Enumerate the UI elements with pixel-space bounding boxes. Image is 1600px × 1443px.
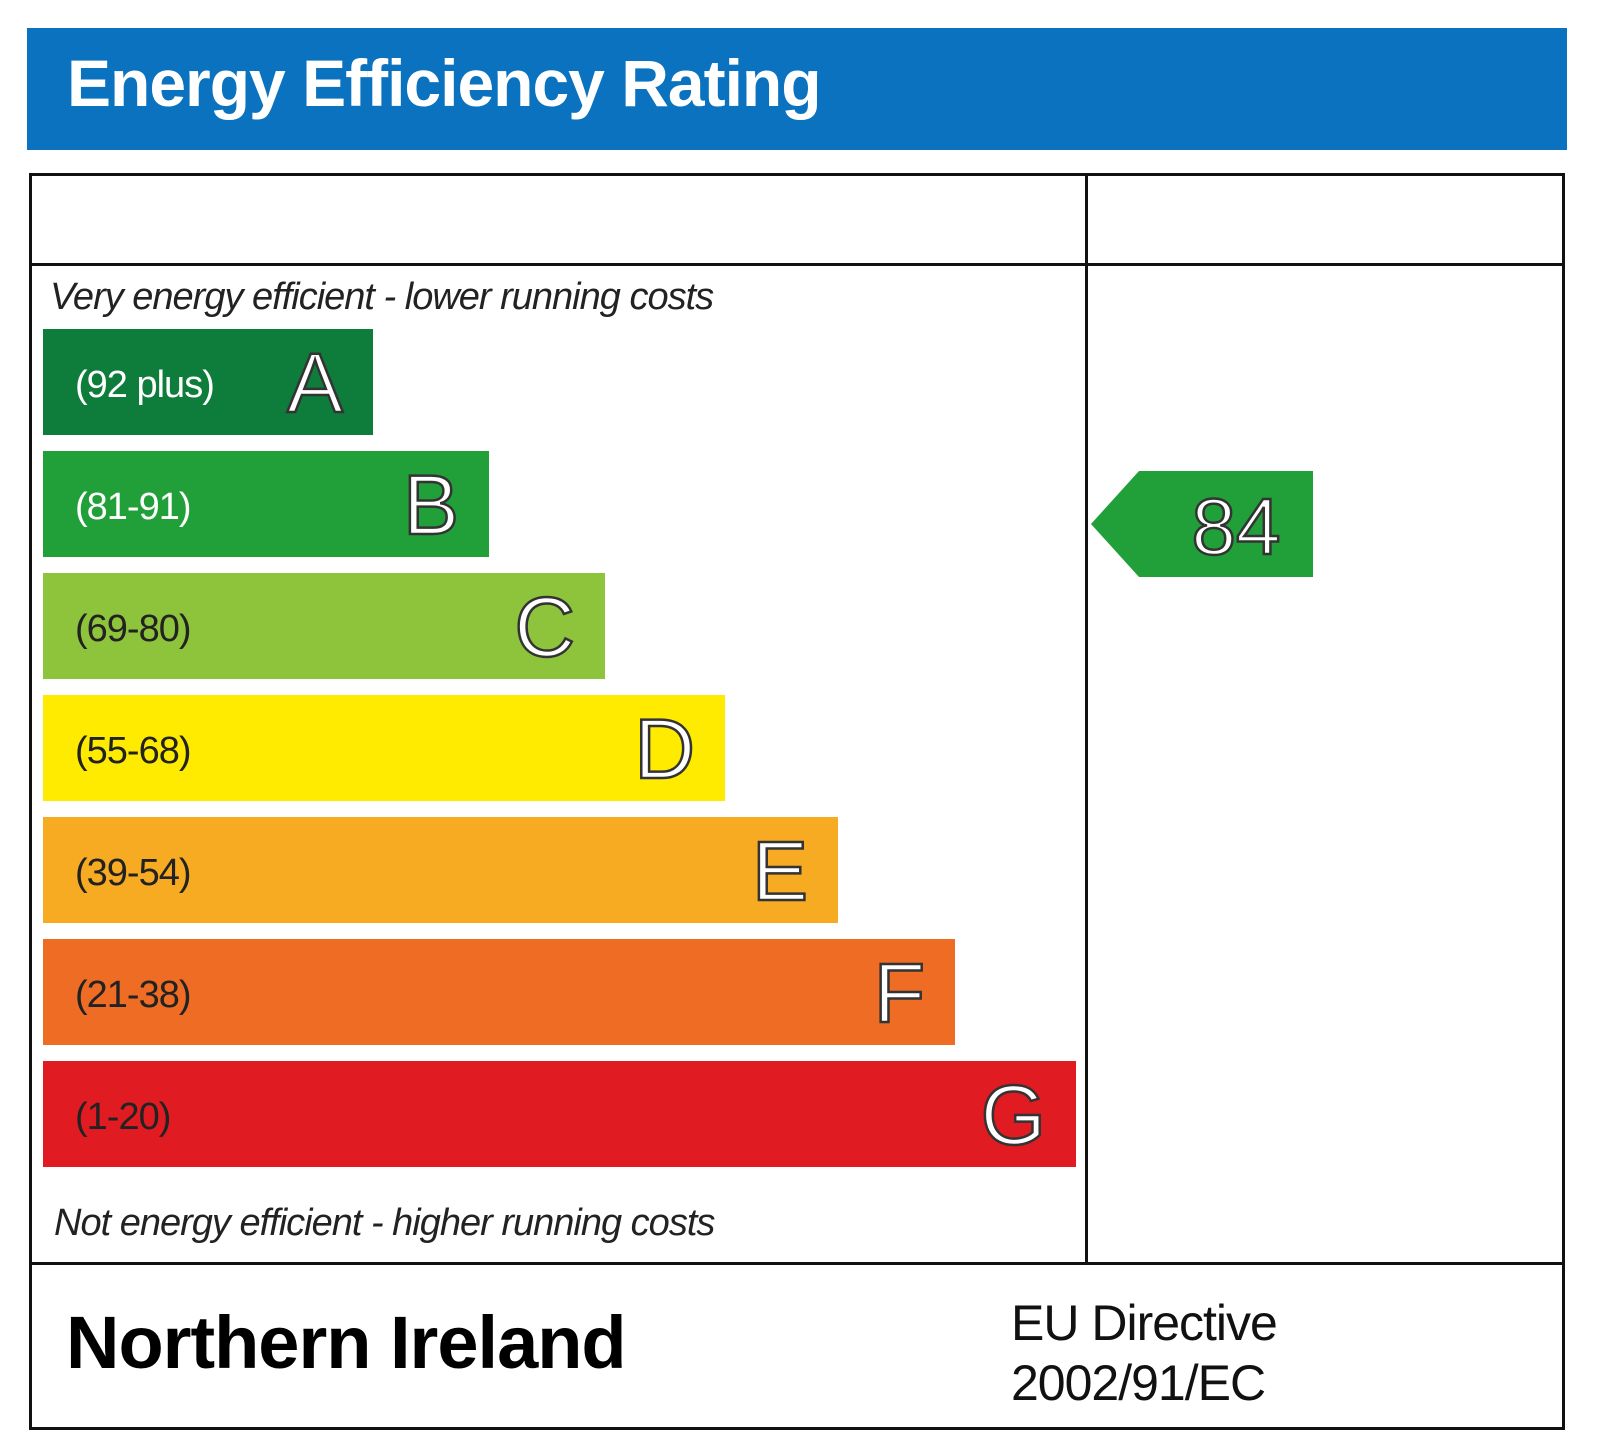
column-divider bbox=[1085, 173, 1088, 1265]
rating-frame bbox=[29, 173, 1565, 1430]
band-range-e: (39-54) bbox=[75, 852, 191, 894]
current-rating-arrow bbox=[1091, 471, 1313, 577]
band-range-a: (92 plus) bbox=[75, 364, 214, 406]
band-range-f: (21-38) bbox=[75, 974, 191, 1016]
band-bar-e bbox=[43, 817, 838, 923]
region-label: Northern Ireland bbox=[66, 1301, 627, 1384]
band-letter-a: A bbox=[287, 336, 343, 430]
band-letter-g: G bbox=[981, 1068, 1046, 1162]
band-bar-c bbox=[43, 573, 605, 679]
band-letter-d: D bbox=[634, 702, 695, 796]
band-bar-a bbox=[43, 329, 373, 435]
band-letter-c: C bbox=[514, 580, 575, 674]
band-bar-d bbox=[43, 695, 725, 801]
inefficient-note: Not energy efficient - higher running co… bbox=[54, 1202, 715, 1244]
band-letter-e: E bbox=[752, 824, 808, 918]
band-range-b: (81-91) bbox=[75, 486, 191, 528]
footer-divider bbox=[29, 1262, 1565, 1265]
band-range-g: (1-20) bbox=[75, 1096, 170, 1138]
header-row-divider bbox=[29, 263, 1565, 266]
efficient-note: Very energy efficient - lower running co… bbox=[50, 276, 714, 318]
band-bar-b bbox=[43, 451, 489, 557]
band-letter-b: B bbox=[403, 458, 459, 552]
band-letter-f: F bbox=[874, 946, 925, 1040]
page-title: Energy Efficiency Rating bbox=[67, 46, 822, 120]
directive-name: EU Directive bbox=[1011, 1295, 1278, 1351]
current-rating-value: 84 bbox=[1192, 482, 1281, 571]
directive-number: 2002/91/EC bbox=[1011, 1355, 1266, 1411]
band-bar-g bbox=[43, 1061, 1076, 1167]
header-banner: Energy Efficiency Rating bbox=[27, 28, 1567, 150]
band-range-c: (69-80) bbox=[75, 608, 191, 650]
band-bar-f bbox=[43, 939, 955, 1045]
band-range-d: (55-68) bbox=[75, 730, 191, 772]
